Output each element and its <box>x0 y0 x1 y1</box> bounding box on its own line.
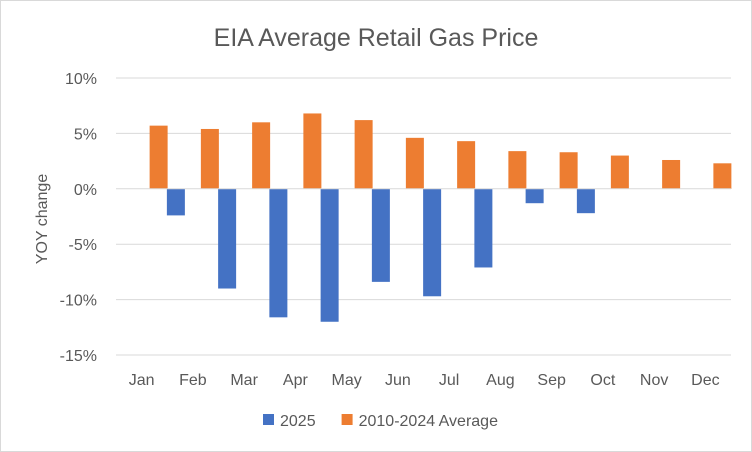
y-tick-label: 10% <box>65 71 97 88</box>
legend-swatch <box>341 414 353 425</box>
y-axis-ticks: 10% 5% 0% -5% -10% -15% <box>60 71 97 365</box>
y-tick-label: -5% <box>69 237 97 254</box>
bar-2025-oct <box>576 188 595 214</box>
bar-2010-2024-average-jun <box>405 137 424 189</box>
bars <box>149 113 732 322</box>
x-tick-label: Nov <box>640 372 668 389</box>
bar-2025-apr <box>269 188 288 318</box>
bar-2025-jul <box>423 188 442 297</box>
legend: 2025 2010-2024 Average <box>263 413 498 430</box>
bar-2025-jun <box>371 188 390 282</box>
legend-swatch <box>263 414 274 425</box>
x-tick-label: Aug <box>486 372 514 389</box>
legend-label: 2025 <box>280 413 316 430</box>
bar-2010-2024-average-may <box>354 120 373 189</box>
bar-2010-2024-average-jan <box>149 125 168 189</box>
chart-title: EIA Average Retail Gas Price <box>214 24 539 52</box>
bar-2025-aug <box>474 188 493 268</box>
bar-2010-2024-average-nov <box>662 159 681 189</box>
legend-label: 2010-2024 Average <box>359 413 498 430</box>
x-tick-label: Oct <box>590 372 615 389</box>
bar-2025-feb <box>166 188 185 216</box>
bar-2025-sep <box>525 188 544 204</box>
x-tick-label: Jun <box>385 372 411 389</box>
x-tick-label: Dec <box>691 372 719 389</box>
y-tick-label: -15% <box>60 348 97 365</box>
y-tick-label: -10% <box>60 293 97 310</box>
y-tick-label: 5% <box>74 126 97 143</box>
bar-2010-2024-average-apr <box>303 113 322 189</box>
bar-2010-2024-average-jul <box>457 141 476 189</box>
x-tick-label: Jul <box>439 372 459 389</box>
y-axis-label: YOY change <box>34 174 51 265</box>
x-tick-label: Feb <box>179 372 207 389</box>
bar-2010-2024-average-oct <box>610 155 629 189</box>
bar-2010-2024-average-feb <box>200 128 219 189</box>
bar-2010-2024-average-sep <box>559 152 578 189</box>
x-tick-label: Mar <box>230 372 258 389</box>
x-tick-label: May <box>332 372 362 389</box>
bar-2025-may <box>320 188 339 322</box>
y-tick-label: 0% <box>74 182 97 199</box>
x-axis-ticks: Jan Feb Mar Apr May Jun Jul Aug Sep Oct Nov Dec <box>129 372 720 389</box>
bar-2010-2024-average-mar <box>252 122 271 189</box>
x-tick-label: Apr <box>283 372 309 389</box>
bar-2010-2024-average-dec <box>713 163 732 189</box>
x-tick-label: Sep <box>537 372 566 389</box>
x-tick-label: Jan <box>129 372 155 389</box>
bar-2025-mar <box>218 188 237 289</box>
bar-2010-2024-average-aug <box>508 151 527 189</box>
